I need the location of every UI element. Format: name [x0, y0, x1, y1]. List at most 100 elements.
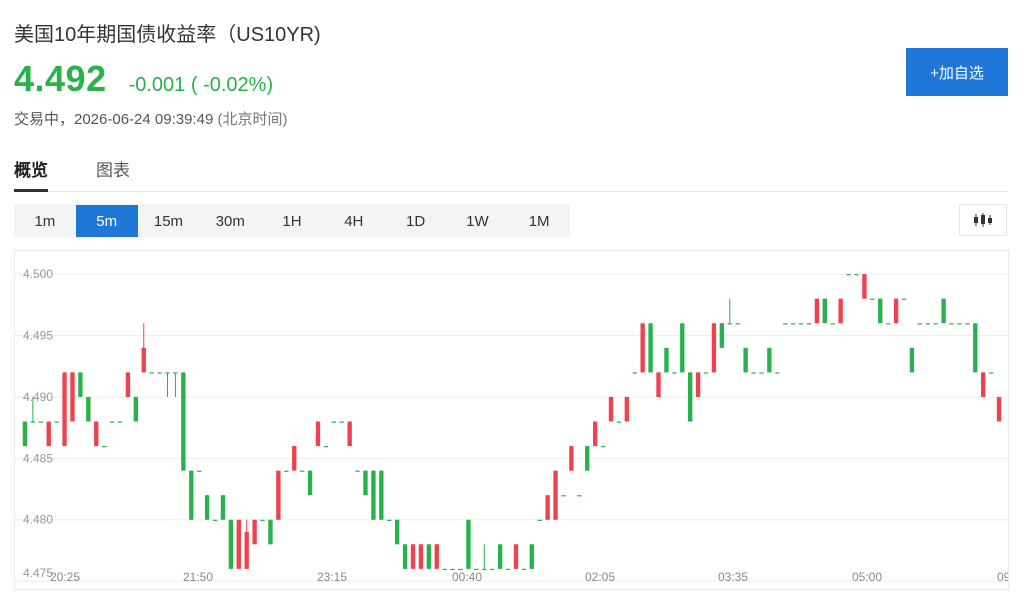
candle [806, 323, 812, 325]
candle [529, 544, 534, 569]
timeframe-30m[interactable]: 30m [215, 212, 245, 230]
candle [189, 470, 194, 520]
candle [767, 347, 772, 373]
candle [165, 372, 170, 397]
candle [363, 470, 368, 496]
candle [482, 544, 487, 571]
candle [315, 421, 321, 447]
candle [466, 519, 471, 569]
candle [846, 274, 851, 276]
chart-grid [15, 273, 1008, 582]
candle [600, 446, 606, 448]
timeframe-15m[interactable]: 15m [153, 212, 184, 230]
timeframe-toolbar: 1m 5m 15m 30m 1H 4H 1D 1W 1M [14, 204, 570, 238]
y-tick-label: 4.485 [23, 451, 53, 465]
candle [197, 470, 202, 472]
timeframe-5m[interactable]: 5m [75, 205, 138, 237]
candle [260, 519, 265, 521]
candle [252, 519, 257, 545]
candle [545, 495, 550, 520]
candle [379, 470, 384, 520]
candle [949, 323, 954, 325]
timeframe-1d[interactable]: 1D [405, 212, 426, 230]
chart-type-button[interactable] [959, 204, 1007, 236]
price-row: 4.492 -0.001 ( -0.02%) [14, 58, 273, 100]
tab-chart[interactable]: 图表 [96, 161, 130, 180]
candle [426, 544, 432, 569]
candle [109, 421, 115, 423]
candle [893, 298, 899, 324]
candle [695, 372, 701, 397]
timeframe-4h[interactable]: 4H [344, 212, 364, 230]
y-tick-label: 4.490 [23, 390, 53, 404]
y-tick-label: 4.475 [23, 566, 53, 580]
candle [996, 396, 1002, 422]
price-chart[interactable]: 4.500 4.495 4.490 4.485 4.480 4.475 20:25 21:5… [14, 250, 1021, 590]
candle [759, 372, 764, 374]
chart-candles [22, 274, 1002, 571]
candle [141, 323, 146, 373]
x-tick-label: 09:3 [997, 570, 1008, 584]
x-tick-label: 21:50 [183, 570, 213, 584]
candle [117, 421, 123, 423]
candle [616, 421, 622, 423]
candle [371, 470, 376, 520]
y-tick-label: 4.480 [23, 513, 53, 527]
candle [228, 519, 234, 569]
x-tick-label: 20:25 [50, 570, 80, 584]
candle [973, 323, 978, 373]
candlestick-chart: 4.500 4.495 4.490 4.485 4.480 4.475 20:25 21:5… [15, 267, 1021, 584]
candle [790, 323, 796, 325]
timeframe-1mo[interactable]: 1M [528, 212, 550, 230]
candle [212, 519, 218, 521]
tab-overview[interactable]: 概览 [14, 156, 48, 192]
candle [561, 495, 566, 497]
candle [133, 396, 139, 422]
candle [727, 298, 732, 325]
candle [981, 372, 986, 397]
y-tick-label: 4.495 [23, 329, 53, 343]
status-text: 交易中，2026-06-24 09:39:49 [14, 111, 214, 128]
candle [497, 544, 503, 569]
candle [418, 544, 424, 569]
candle [157, 372, 162, 374]
candle [711, 323, 717, 373]
candle [78, 372, 83, 397]
candle [402, 544, 408, 569]
candle [878, 298, 883, 324]
candle [585, 446, 590, 471]
candle [703, 372, 709, 374]
candle [30, 396, 36, 423]
current-yield: 4.492 [14, 58, 107, 99]
candle [719, 323, 725, 348]
timeframe-1h[interactable]: 1H [282, 212, 302, 230]
candle [632, 372, 637, 374]
candle [814, 298, 820, 324]
candle [862, 274, 867, 299]
candle [957, 323, 962, 325]
candle [672, 372, 677, 374]
candle [933, 323, 938, 325]
candle [410, 544, 416, 569]
timeframe-1w[interactable]: 1W [466, 212, 489, 230]
tab-bar: 概览 图表 [14, 152, 1008, 192]
candle [965, 323, 970, 325]
candle [307, 470, 313, 496]
candle [54, 421, 59, 423]
candle [577, 495, 582, 497]
x-tick-label: 00:40 [452, 570, 482, 584]
candle [268, 519, 273, 545]
candle [743, 347, 748, 373]
timeframe-1m[interactable]: 1m [34, 212, 56, 230]
candle [513, 544, 519, 569]
add-watchlist-button[interactable]: +加自选 [906, 48, 1008, 96]
candle [125, 372, 131, 397]
candle [505, 568, 511, 571]
candle [299, 470, 305, 472]
candle [339, 421, 344, 423]
timezone-label: (北京时间) [217, 111, 288, 128]
x-tick-label: 02:05 [585, 570, 615, 584]
x-tick-label: 03:35 [718, 570, 748, 584]
candle [387, 519, 392, 521]
candle [22, 421, 28, 447]
